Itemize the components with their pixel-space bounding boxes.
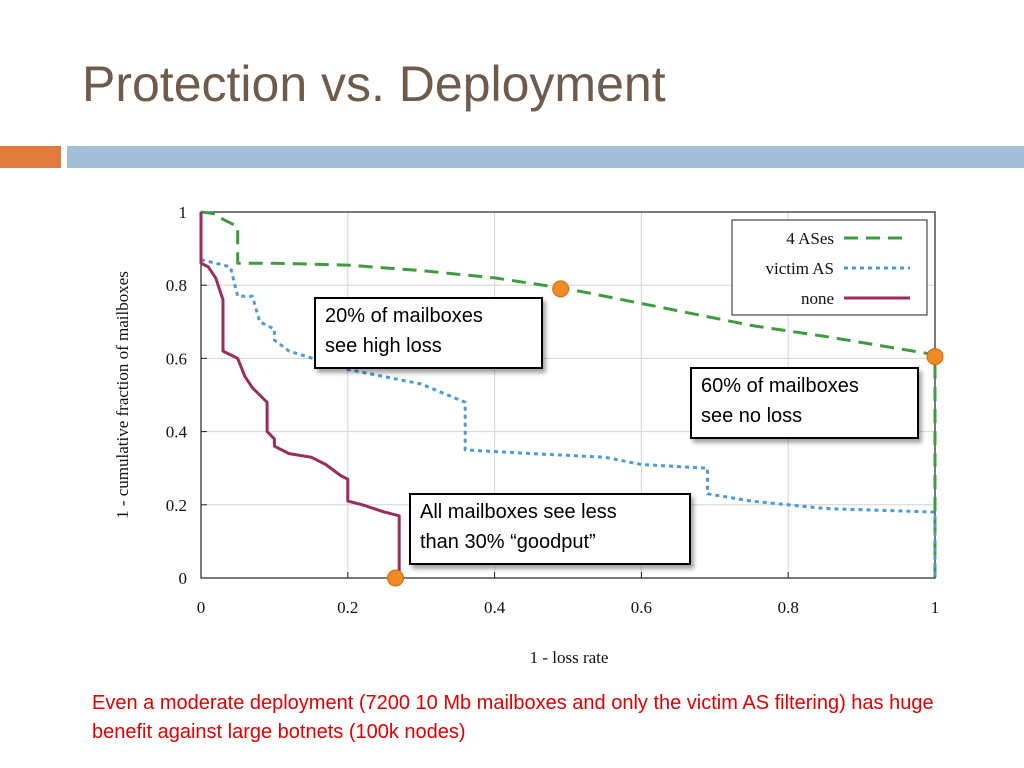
slide-caption: Even a moderate deployment (7200 10 Mb m… xyxy=(92,692,934,743)
marker-goodput xyxy=(387,569,405,587)
legend-label: none xyxy=(801,289,834,308)
callout-no-loss-line1: 60% of mailboxes xyxy=(701,375,859,397)
legend-label: victim AS xyxy=(766,259,834,278)
series-line-victim-as xyxy=(200,258,937,578)
y-tick-label: 0.6 xyxy=(166,349,187,368)
x-tick-label: 0.2 xyxy=(337,598,358,617)
callout-goodput: All mailboxes see less than 30% “goodput… xyxy=(409,493,691,565)
header-rule xyxy=(67,146,1024,168)
callout-high-loss: 20% of mailboxes see high loss xyxy=(314,297,543,369)
x-tick-label: 1 xyxy=(931,598,940,617)
slide-title: Protection vs. Deployment xyxy=(82,56,666,112)
marker-no-loss xyxy=(926,348,944,366)
accent-bar xyxy=(0,146,61,168)
callout-no-loss-line2: see no loss xyxy=(701,405,803,427)
callout-goodput-line2: than 30% “goodput” xyxy=(420,531,596,553)
callout-goodput-line1: All mailboxes see less xyxy=(420,501,617,523)
y-tick-label: 0.8 xyxy=(166,276,187,295)
x-tick-label: 0.8 xyxy=(778,598,799,617)
y-axis-label: 1 - cumulative fraction of mailboxes xyxy=(113,271,132,519)
series-line-4-ases xyxy=(200,210,937,578)
marker-high-loss xyxy=(552,280,570,298)
y-tick-label: 1 xyxy=(179,203,188,222)
callout-high-loss-line2: see high loss xyxy=(325,335,442,357)
callout-high-loss-line1: 20% of mailboxes xyxy=(325,305,483,327)
y-tick-label: 0 xyxy=(179,569,188,588)
x-axis-label: 1 - loss rate xyxy=(530,648,609,667)
callout-no-loss: 60% of mailboxes see no loss xyxy=(690,367,919,439)
legend-label: 4 ASes xyxy=(786,229,834,248)
y-tick-label: 0.4 xyxy=(166,423,188,442)
x-tick-label: 0.6 xyxy=(631,598,652,617)
x-tick-label: 0.4 xyxy=(484,598,506,617)
x-tick-label: 0 xyxy=(197,598,206,617)
y-tick-label: 0.2 xyxy=(166,496,187,515)
series-line-none xyxy=(199,212,401,578)
